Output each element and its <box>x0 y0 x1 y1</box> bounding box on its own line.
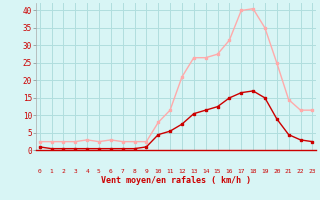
X-axis label: Vent moyen/en rafales ( km/h ): Vent moyen/en rafales ( km/h ) <box>101 176 251 185</box>
